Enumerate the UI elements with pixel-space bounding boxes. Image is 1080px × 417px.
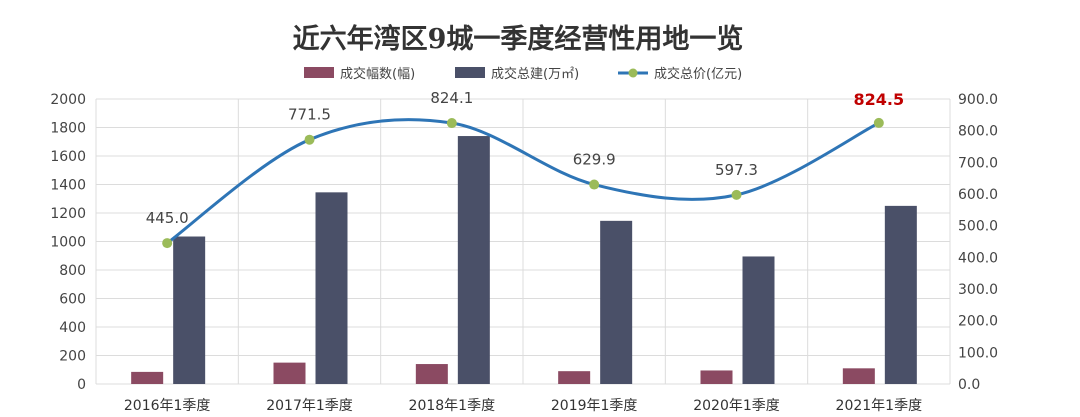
left-tick-label: 1000	[50, 235, 86, 251]
data-label: 824.5	[854, 90, 905, 109]
line-point	[589, 179, 600, 190]
legend-label: 成交总建(万㎡)	[491, 66, 579, 82]
bar-series	[131, 136, 917, 384]
left-tick-label: 1200	[50, 206, 86, 222]
right-tick-label: 600.0	[958, 187, 998, 203]
left-tick-label: 400	[59, 320, 86, 336]
line-point	[304, 134, 315, 145]
bar	[600, 220, 633, 384]
chart-title: 近六年湾区9城一季度经营性用地一览	[293, 23, 744, 55]
x-tick-label: 2018年1季度	[409, 398, 496, 414]
bar	[558, 371, 591, 384]
x-tick-label: 2021年1季度	[836, 398, 923, 414]
legend-swatch	[304, 67, 334, 78]
data-label: 629.9	[573, 151, 616, 169]
right-tick-label: 500.0	[958, 219, 998, 235]
right-tick-label: 300.0	[958, 282, 998, 298]
x-tick-label: 2019年1季度	[551, 398, 638, 414]
gridlines	[95, 98, 951, 385]
line-point	[446, 118, 457, 129]
left-tick-label: 1600	[50, 149, 86, 165]
legend-label: 成交总价(亿元)	[654, 66, 742, 82]
line-path	[166, 118, 880, 245]
left-tick-label: 200	[59, 349, 86, 365]
data-label: 771.5	[288, 106, 331, 124]
right-tick-label: 0.0	[958, 377, 980, 393]
bar	[173, 236, 206, 384]
legend: 成交幅数(幅) 成交总建(万㎡) 成交总价(亿元)	[304, 66, 742, 82]
x-tick-label: 2020年1季度	[693, 398, 780, 414]
right-tick-label: 900.0	[958, 92, 998, 108]
legend-label: 成交幅数(幅)	[340, 66, 415, 82]
line-point	[873, 117, 884, 128]
line-point	[162, 238, 173, 249]
left-tick-label: 0	[77, 377, 86, 393]
bar	[842, 368, 875, 384]
line-series: 445.0 771.5 824.1 629.9 597.3 824.5	[146, 89, 905, 249]
data-label: 445.0	[146, 209, 189, 227]
data-label: 597.3	[715, 161, 758, 179]
right-tick-label: 100.0	[958, 345, 998, 361]
data-label: 824.1	[430, 89, 473, 107]
x-axis-ticks: 2016年1季度 2017年1季度 2018年1季度 2019年1季度 2020年1季度…	[124, 398, 922, 414]
bar	[315, 192, 348, 384]
bar	[700, 370, 733, 384]
left-tick-label: 2000	[50, 92, 86, 108]
bar	[742, 256, 775, 384]
line-point	[731, 189, 742, 200]
right-tick-label: 700.0	[958, 155, 998, 171]
left-axis-ticks: 0 200 400 600 800 1000 1200 1400 1600 1800 2000	[50, 92, 86, 393]
left-tick-label: 1400	[50, 178, 86, 194]
right-tick-label: 200.0	[958, 314, 998, 330]
bar	[457, 136, 490, 384]
bar	[884, 205, 917, 384]
right-tick-label: 800.0	[958, 124, 998, 140]
left-tick-label: 600	[59, 292, 86, 308]
x-tick-label: 2017年1季度	[266, 398, 353, 414]
bar	[273, 362, 306, 384]
bar	[415, 364, 448, 384]
legend-marker	[628, 68, 638, 78]
right-axis-ticks: 0.0 100.0 200.0 300.0 400.0 500.0 600.0 700.0 80…	[958, 92, 998, 393]
right-tick-label: 400.0	[958, 250, 998, 266]
legend-swatch	[455, 67, 485, 78]
x-tick-label: 2016年1季度	[124, 398, 211, 414]
bar	[131, 371, 164, 384]
left-tick-label: 800	[59, 263, 86, 279]
left-tick-label: 1800	[50, 121, 86, 137]
